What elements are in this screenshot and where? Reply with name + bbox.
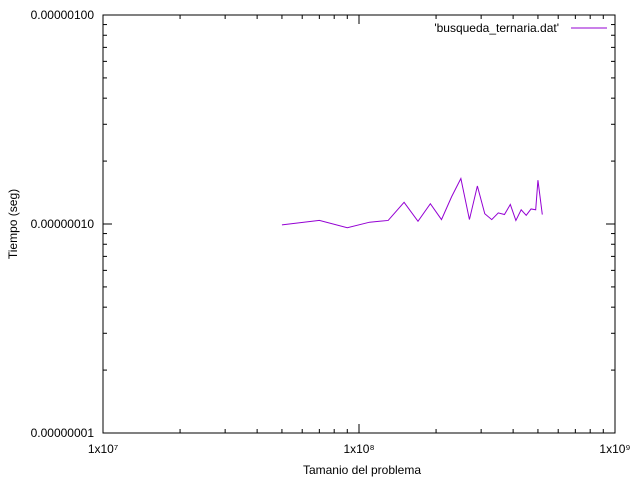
x-tick-label: 1x10⁷: [88, 442, 118, 456]
y-tick-label: 0.00000100: [31, 8, 95, 22]
y-axis-label: Tiempo (seg): [6, 189, 20, 259]
x-tick-label: 1x10⁸: [343, 442, 374, 456]
legend: 'busqueda_ternaria.dat': [434, 21, 607, 35]
x-tick-label: 1x10⁹: [599, 442, 630, 456]
y-tick-label: 0.00000010: [31, 217, 95, 231]
series-layer: [281, 177, 543, 229]
y-tick-label: 0.00000001: [31, 426, 95, 440]
tick-labels: 1x10⁷ 1x10⁸ 1x10⁹ 0.00000001 0.00000010 0.000…: [31, 8, 631, 456]
series-line: [281, 177, 543, 229]
x-axis-label: Tamanio del problema: [303, 463, 421, 477]
ticks: [103, 15, 615, 433]
plot-frame: [102, 14, 616, 434]
legend-label: 'busqueda_ternaria.dat': [434, 21, 559, 35]
